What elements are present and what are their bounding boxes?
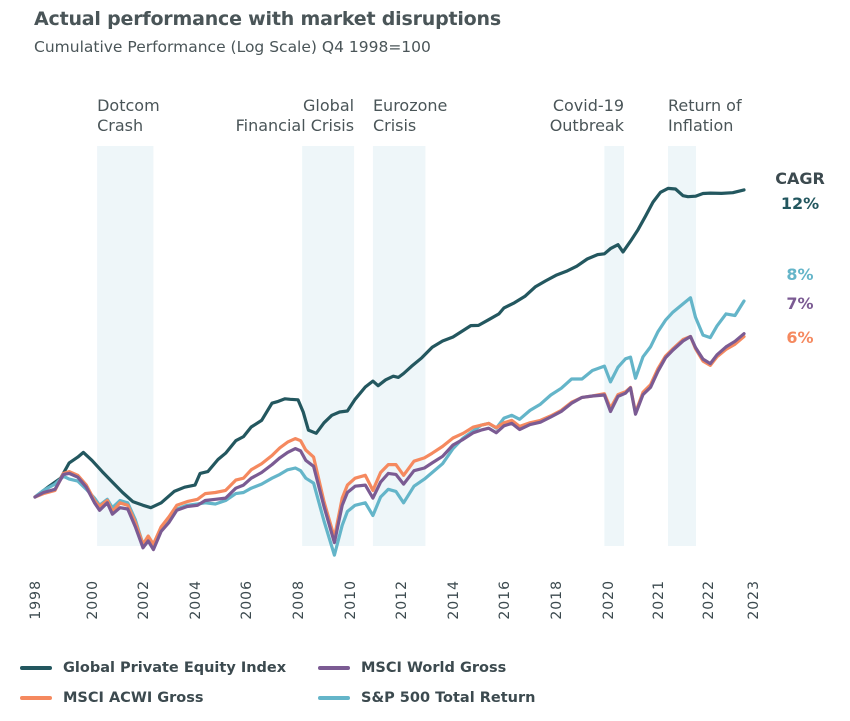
x-tick-label: 2000 bbox=[85, 580, 101, 620]
x-tick-label: 2002 bbox=[136, 580, 152, 620]
x-tick-label: 2016 bbox=[497, 580, 513, 620]
x-tick-label: 2012 bbox=[394, 580, 410, 620]
chart-subtitle: Cumulative Performance (Log Scale) Q4 19… bbox=[34, 38, 431, 56]
x-tick-label: 2006 bbox=[239, 580, 255, 620]
cagr-header: CAGR bbox=[775, 169, 825, 188]
event-label: Crisis bbox=[373, 116, 416, 135]
x-axis-ticks: 1998 2000 2002 2004 2006 2008 2010 2012 2014 2016… bbox=[28, 580, 762, 620]
x-tick-label: 2010 bbox=[343, 580, 359, 620]
legend-item-msci-world[interactable]: MSCI World Gross bbox=[318, 660, 506, 676]
cagr-value: 7% bbox=[786, 294, 813, 313]
cagr-labels: CAGR 12% 7% 6% 8% bbox=[775, 169, 825, 347]
event-label: Dotcom bbox=[97, 96, 160, 115]
series-line-msci-world-gross bbox=[33, 332, 746, 552]
x-tick-label: 2014 bbox=[446, 580, 462, 620]
event-band bbox=[372, 146, 426, 546]
chart-title: Actual performance with market disruptio… bbox=[34, 8, 501, 30]
event-label: Eurozone bbox=[373, 96, 447, 115]
legend-swatch-sp500 bbox=[318, 696, 350, 700]
legend-label: Global Private Equity Index bbox=[63, 660, 287, 676]
event-band bbox=[668, 146, 696, 546]
legend-item-global-pe[interactable]: Global Private Equity Index bbox=[20, 660, 286, 676]
x-tick-label: 1998 bbox=[28, 580, 44, 620]
legend-item-sp500[interactable]: S&P 500 Total Return bbox=[318, 690, 535, 706]
x-tick-label: 2008 bbox=[291, 580, 307, 620]
legend-label: MSCI World Gross bbox=[361, 660, 507, 676]
cagr-value: 8% bbox=[786, 265, 813, 284]
cagr-value: 12% bbox=[781, 194, 819, 213]
event-band bbox=[604, 146, 624, 546]
x-tick-label: 2018 bbox=[549, 580, 565, 620]
event-label: Global bbox=[303, 96, 354, 115]
x-tick-label: 2023 bbox=[746, 580, 762, 620]
legend-label: S&P 500 Total Return bbox=[361, 690, 536, 706]
series-lines bbox=[33, 186, 746, 557]
x-tick-label: 2022 bbox=[701, 580, 717, 620]
series-line-global-private-equity-index bbox=[33, 186, 746, 510]
event-label: Covid-19 bbox=[553, 96, 624, 115]
cagr-value: 6% bbox=[786, 328, 813, 347]
legend-swatch-global-pe bbox=[20, 666, 52, 670]
event-label: Outbreak bbox=[550, 116, 625, 135]
legend-item-msci-acwi[interactable]: MSCI ACWI Gross bbox=[20, 690, 204, 706]
legend-swatch-msci-acwi bbox=[20, 696, 52, 700]
x-tick-label: 2020 bbox=[601, 580, 617, 620]
x-tick-label: 2021 bbox=[651, 580, 667, 620]
event-band bbox=[302, 146, 355, 546]
legend-label: MSCI ACWI Gross bbox=[63, 690, 204, 706]
event-label: Inflation bbox=[668, 116, 733, 135]
event-label: Return of bbox=[668, 96, 742, 115]
event-label: Financial Crisis bbox=[236, 116, 354, 135]
event-label: Crash bbox=[97, 116, 143, 135]
event-band bbox=[97, 146, 154, 546]
x-tick-label: 2004 bbox=[188, 580, 204, 620]
legend-swatch-msci-world bbox=[318, 666, 350, 670]
